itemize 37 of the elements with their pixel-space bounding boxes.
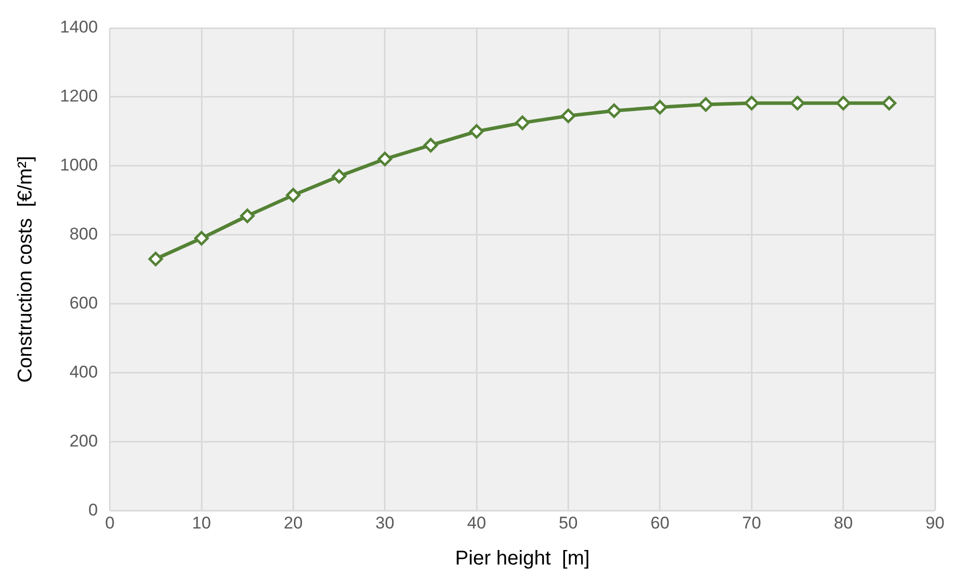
y-tick-label: 800 (69, 224, 98, 244)
point (698, 97, 714, 112)
x-tick-label: 50 (558, 513, 578, 532)
point (882, 96, 896, 110)
point (652, 100, 668, 115)
y-tick-label: 600 (69, 293, 98, 312)
x-tick-label: 0 (105, 513, 115, 532)
y-axis-title: Construction costs [€/m²] (14, 156, 37, 383)
point (469, 124, 484, 139)
point (561, 108, 576, 124)
y-tick-label: 400 (69, 362, 98, 382)
x-tick-label: 70 (742, 513, 762, 532)
point (332, 168, 346, 184)
y-tick-label: 1200 (60, 86, 98, 106)
x-axis-title: Pier height [m] (455, 548, 590, 570)
x-tick-label: 90 (926, 513, 944, 532)
point (148, 252, 163, 266)
point (744, 96, 759, 110)
point (378, 152, 392, 166)
x-tick-label: 40 (467, 513, 486, 532)
point (790, 96, 805, 110)
point (286, 188, 300, 202)
y-tick-label: 1400 (60, 18, 98, 37)
x-tick-label: 10 (192, 513, 211, 532)
y-tick-label: 200 (69, 431, 98, 450)
point (836, 96, 851, 110)
x-tick-label: 30 (375, 513, 394, 532)
y-tick-label: 0 (88, 500, 98, 520)
x-tick-label: 20 (284, 513, 303, 532)
point (515, 116, 530, 130)
x-tick-label: 60 (650, 513, 670, 532)
y-tick-label: 1000 (60, 156, 98, 175)
point (423, 138, 438, 152)
point (194, 231, 209, 246)
point (240, 208, 255, 224)
point (606, 103, 622, 118)
x-tick-label: 80 (834, 513, 853, 532)
